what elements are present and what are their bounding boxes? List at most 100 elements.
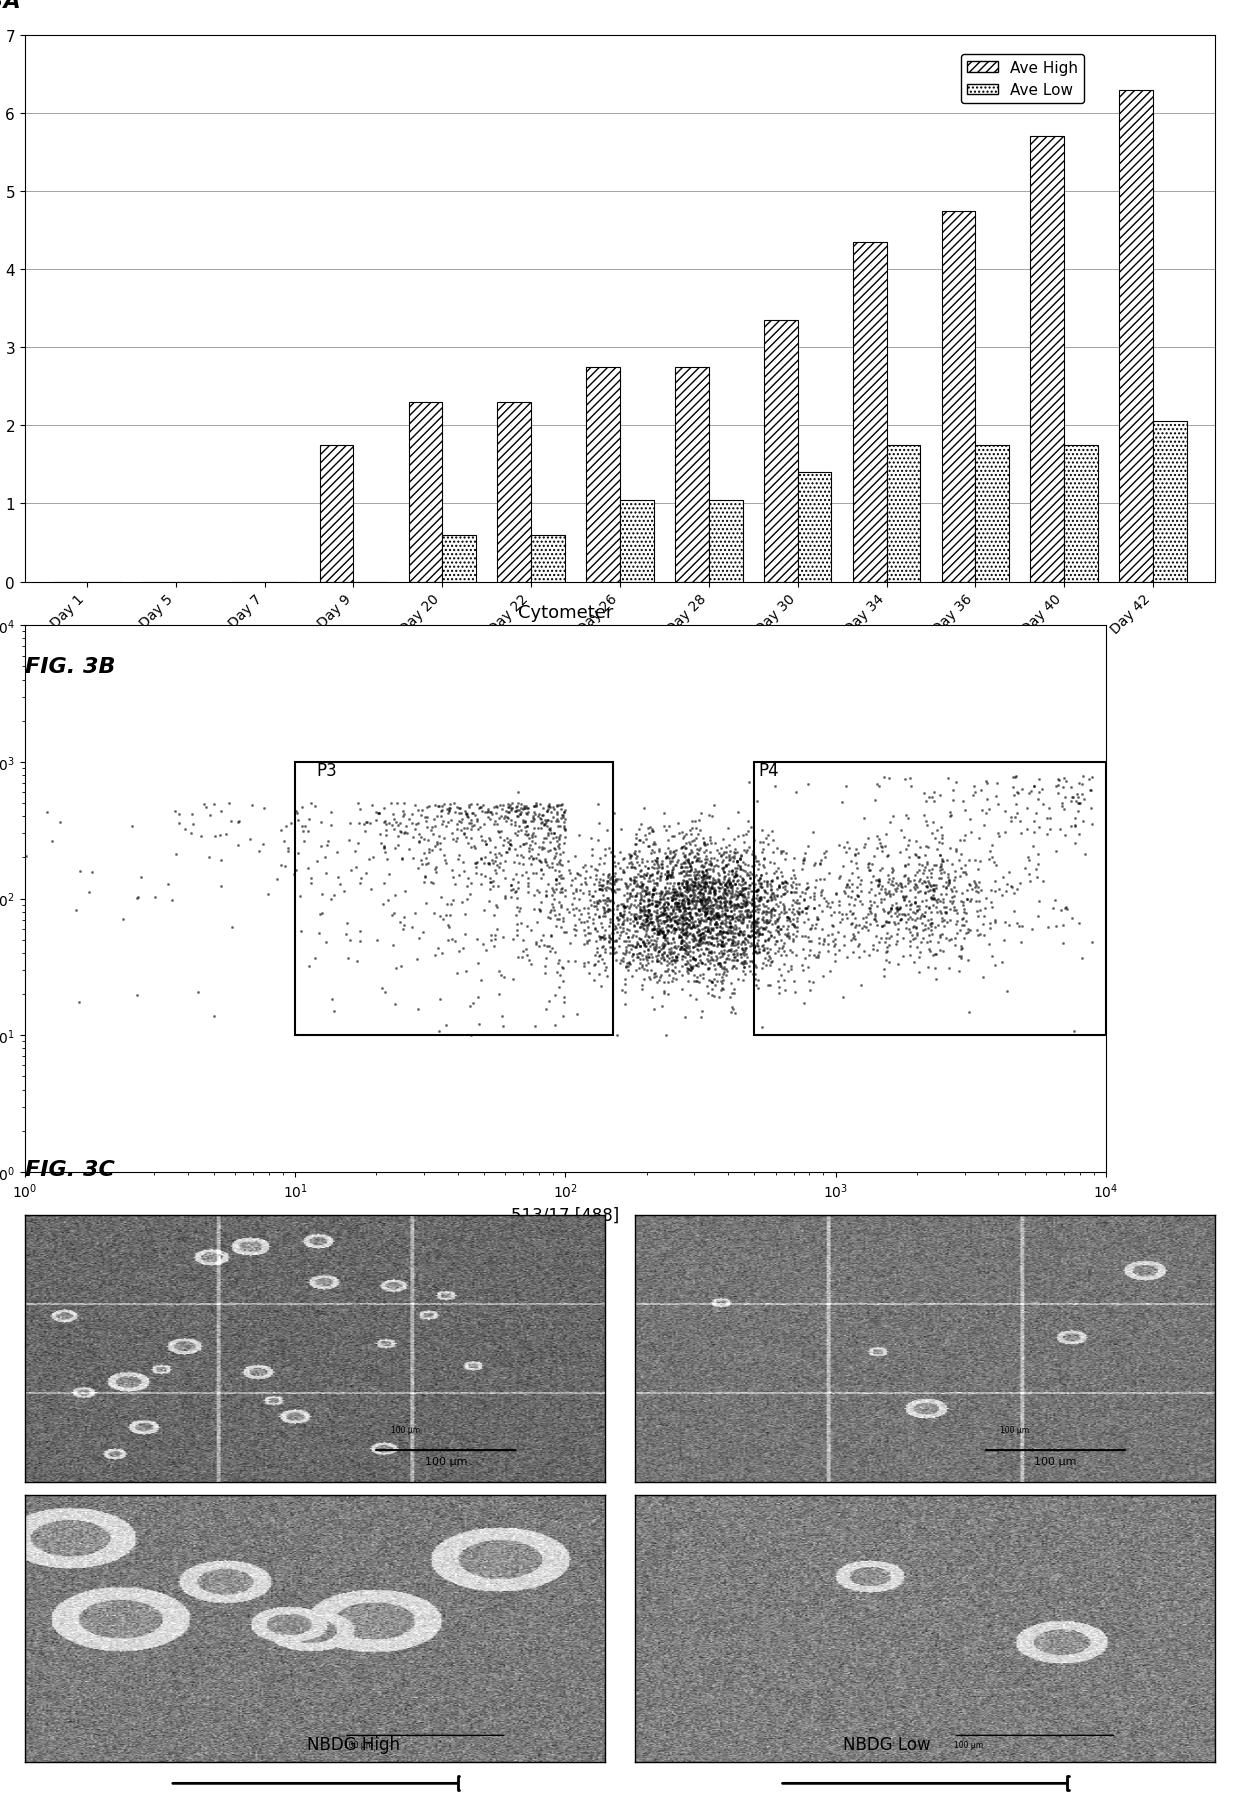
Point bbox=[507, 885, 527, 913]
Point bbox=[630, 825, 650, 854]
Point bbox=[490, 957, 510, 985]
Point bbox=[632, 928, 652, 957]
Point bbox=[417, 793, 436, 822]
Text: FIG. 3A: FIG. 3A bbox=[0, 0, 20, 13]
Point bbox=[496, 798, 516, 827]
Point bbox=[423, 820, 443, 849]
Point bbox=[852, 890, 872, 919]
Point bbox=[698, 948, 718, 976]
Point bbox=[630, 886, 650, 915]
Point bbox=[517, 800, 537, 829]
Point bbox=[327, 838, 347, 867]
Point bbox=[684, 892, 704, 921]
Point bbox=[931, 820, 951, 849]
Point bbox=[691, 876, 711, 904]
Point bbox=[653, 946, 673, 975]
Point bbox=[580, 863, 600, 892]
Point bbox=[714, 838, 734, 867]
Point bbox=[639, 928, 658, 957]
Point bbox=[734, 892, 754, 921]
Point bbox=[745, 870, 765, 899]
Point bbox=[698, 892, 718, 921]
Point bbox=[733, 906, 753, 935]
Point bbox=[684, 831, 704, 859]
Point bbox=[642, 881, 662, 910]
Point bbox=[1073, 807, 1092, 836]
Point bbox=[676, 931, 696, 960]
Point bbox=[688, 868, 708, 897]
Point bbox=[616, 953, 636, 982]
Point bbox=[978, 845, 998, 874]
Point bbox=[768, 906, 787, 935]
Point bbox=[510, 800, 529, 829]
Point bbox=[626, 867, 646, 895]
Point bbox=[702, 915, 722, 944]
Point bbox=[671, 910, 691, 939]
Point bbox=[557, 919, 577, 948]
Point bbox=[636, 910, 656, 939]
Point bbox=[921, 885, 941, 913]
Point bbox=[733, 849, 753, 877]
Point bbox=[658, 895, 678, 924]
Point bbox=[694, 829, 714, 858]
Point bbox=[738, 897, 758, 926]
Point bbox=[665, 852, 684, 881]
Point bbox=[511, 798, 531, 827]
Point bbox=[650, 919, 670, 948]
Point bbox=[649, 888, 668, 917]
Point bbox=[656, 816, 676, 845]
Point bbox=[673, 892, 693, 921]
Point bbox=[678, 949, 698, 978]
Point bbox=[663, 939, 683, 967]
Point bbox=[703, 895, 723, 924]
Point bbox=[476, 831, 496, 859]
Point bbox=[914, 867, 934, 895]
Point bbox=[667, 910, 687, 939]
Point bbox=[858, 917, 878, 946]
Point bbox=[986, 951, 1006, 980]
Point bbox=[672, 881, 692, 910]
Point bbox=[672, 850, 692, 879]
Point bbox=[928, 885, 947, 913]
Point bbox=[544, 820, 564, 849]
Point bbox=[735, 940, 755, 969]
Point bbox=[429, 933, 449, 962]
Point bbox=[743, 888, 763, 917]
Point bbox=[849, 870, 869, 899]
Point bbox=[897, 908, 916, 937]
Point bbox=[387, 789, 407, 818]
Point bbox=[574, 930, 594, 958]
Point bbox=[744, 874, 764, 903]
Point bbox=[859, 877, 879, 906]
Point bbox=[873, 895, 893, 924]
Point bbox=[688, 872, 708, 901]
Point bbox=[553, 804, 573, 832]
Point bbox=[723, 859, 743, 888]
Point bbox=[651, 915, 671, 944]
Point bbox=[691, 935, 711, 964]
Point bbox=[631, 811, 651, 840]
Point bbox=[657, 928, 677, 957]
Point bbox=[713, 922, 733, 951]
Point bbox=[982, 876, 1002, 904]
Point bbox=[729, 913, 749, 942]
Point bbox=[694, 831, 714, 859]
Point bbox=[707, 931, 727, 960]
Point bbox=[693, 886, 713, 915]
Point bbox=[802, 818, 822, 847]
Point bbox=[639, 820, 658, 849]
Point bbox=[559, 859, 579, 888]
Point bbox=[658, 930, 678, 958]
Point bbox=[749, 939, 769, 967]
Point bbox=[924, 876, 944, 904]
Point bbox=[622, 876, 642, 904]
Point bbox=[805, 874, 825, 903]
Point bbox=[735, 903, 755, 931]
Point bbox=[842, 859, 862, 888]
Point bbox=[346, 852, 366, 881]
Point bbox=[792, 922, 812, 951]
Point bbox=[807, 903, 827, 931]
Point bbox=[608, 849, 627, 877]
Point bbox=[505, 877, 525, 906]
Point bbox=[692, 852, 712, 881]
